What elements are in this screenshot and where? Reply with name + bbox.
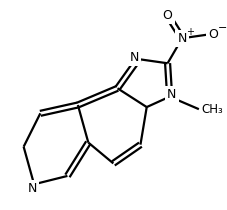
Text: CH₃: CH₃: [200, 103, 222, 116]
Text: O: O: [162, 9, 172, 22]
Text: N: N: [129, 51, 138, 63]
Text: +: +: [186, 27, 194, 37]
Text: −: −: [217, 23, 227, 33]
Text: N: N: [177, 32, 186, 45]
Text: N: N: [166, 88, 176, 101]
Text: N: N: [27, 182, 37, 195]
Text: O: O: [208, 28, 217, 41]
